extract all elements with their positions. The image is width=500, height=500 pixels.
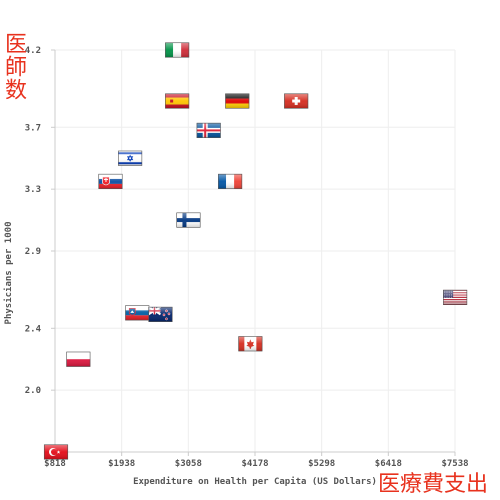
point-iceland-flag: [196, 122, 221, 138]
x-tick-label: $818: [44, 459, 66, 469]
point-italy-flag: [165, 42, 190, 58]
point-switzerland-flag: [284, 93, 309, 109]
x-tick-label: $1938: [108, 459, 135, 469]
x-tick-label: $4178: [241, 459, 268, 469]
point-usa-flag: [443, 289, 468, 305]
point-new-zealand-flag: [148, 306, 173, 322]
gridlines: [54, 49, 456, 452]
x-axis-ticks: $818 $1938 $3058 $4178 $5298 $6418 $7538: [44, 452, 469, 469]
y-axis-ticks: 2.0 2.4 2.9 3.3 3.7 4.2: [25, 46, 55, 396]
point-spain-flag: [165, 93, 190, 109]
point-canada-flag: [238, 336, 263, 352]
point-france-flag: [218, 173, 243, 189]
x-tick-label: $5298: [308, 459, 335, 469]
point-poland-flag: [66, 351, 91, 367]
x-tick-label: $7538: [441, 459, 468, 469]
point-turkey-flag: [43, 444, 69, 460]
y-tick-label: 3.3: [25, 185, 41, 195]
x-axis-title: Expenditure on Health per Capita (US Dol…: [133, 476, 377, 487]
y-axis-title: Physicians per 1000: [3, 222, 14, 325]
y-tick-label: 2.4: [25, 324, 42, 334]
point-germany-flag: [225, 93, 250, 109]
y-axis-japanese-title: 医師数: [1, 32, 26, 101]
y-tick-label: 4.2: [25, 46, 41, 56]
point-israel-flag: [118, 150, 143, 166]
x-tick-label: $6418: [375, 459, 402, 469]
y-tick-label: 2.0: [25, 386, 41, 396]
y-tick-label: 3.7: [25, 123, 41, 133]
x-axis-japanese-title: 医療費支出: [378, 472, 489, 497]
data-points: [43, 42, 468, 460]
x-tick-label: $3058: [175, 459, 202, 469]
point-finland-flag: [176, 212, 201, 228]
point-slovakia-flag: [98, 173, 123, 189]
point-slovenia-flag: [125, 305, 150, 321]
y-tick-label: 2.9: [25, 247, 41, 257]
